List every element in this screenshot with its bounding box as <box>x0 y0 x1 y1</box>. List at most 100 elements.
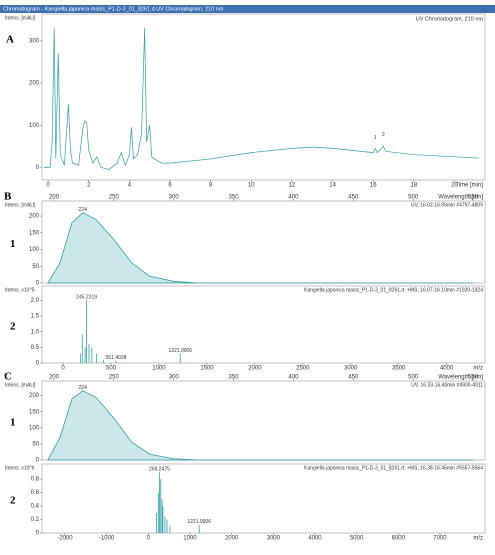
y-tick-label: 50 <box>32 264 39 270</box>
x-tick-label: 3000 <box>344 366 358 372</box>
x-tick-label: 200 <box>49 375 60 381</box>
y-tick-label: 0.4 <box>31 504 40 510</box>
y-tick-label: 150 <box>29 230 40 236</box>
x-tick-label: 4 <box>128 183 132 189</box>
peak-annotation: 1 <box>374 135 377 141</box>
y-tick-label: 0.8 <box>31 477 40 483</box>
x-tick-label: 200 <box>49 195 60 201</box>
legend: UV Chromatogram, 210 nm <box>416 16 484 22</box>
y-tick-label: 300 <box>29 38 40 44</box>
x-tick-label: 8 <box>209 183 213 189</box>
y-tick-label: 0 <box>36 281 40 287</box>
y-tick-label: 200 <box>29 81 40 87</box>
x-tick-label: 1000 <box>152 366 166 372</box>
plot-frame <box>41 463 486 534</box>
x-tick-label: 350 <box>229 375 240 381</box>
x-tick-label: 300 <box>169 375 180 381</box>
row-label: 1 <box>10 417 16 429</box>
x-tick-label: 18 <box>411 183 418 189</box>
y-tick-label: 2.0 <box>31 298 40 304</box>
x-tick-label: 2000 <box>225 536 239 542</box>
spectrum-header: UV, 16.02-16.06min #4797-4809 <box>411 202 483 208</box>
x-tick-label: 400 <box>288 195 299 201</box>
peak-label: 269.2475 <box>149 467 170 473</box>
panel-label: A <box>6 34 14 46</box>
x-tick-label: -1000 <box>99 536 115 542</box>
x-tick-label: 20 <box>451 183 458 189</box>
y-axis-label: Intens. [mAU] <box>5 15 36 21</box>
x-tick-label: 12 <box>289 183 296 189</box>
x-axis-label: Time [min] <box>455 183 483 189</box>
y-tick-label: 1.0 <box>31 329 40 335</box>
x-axis-label: m/z <box>473 536 483 542</box>
spectrum-header: UV, 16.33-16.40min #4900-4911 <box>411 382 483 388</box>
x-tick-label: 3500 <box>392 366 406 372</box>
x-tick-label: 6 <box>168 183 172 189</box>
y-tick-label: 150 <box>29 409 40 415</box>
peak-annotation: 2 <box>382 132 385 138</box>
x-tick-label: 400 <box>288 375 299 381</box>
x-tick-label: 550 <box>468 195 479 201</box>
x-tick-label: 7000 <box>433 536 447 542</box>
y-tick-label: 100 <box>29 247 40 253</box>
x-tick-label: 2000 <box>248 366 262 372</box>
spectrum-header: Kangiella japonica masis_P1-D-3_01_8261.… <box>304 287 483 293</box>
panel-label: C <box>4 371 12 383</box>
x-tick-label: 550 <box>468 375 479 381</box>
x-tick-label: 2500 <box>296 366 310 372</box>
x-tick-label: 500 <box>408 195 419 201</box>
peak-label: 245.2319 <box>76 295 97 301</box>
y-tick-label: 0.2 <box>31 517 40 523</box>
y-axis-label: Intens. [mAU] <box>5 202 36 208</box>
plot-frame <box>41 13 486 181</box>
peak-label: 224 <box>79 207 88 213</box>
x-axis-label: Wavelength [nm] <box>438 195 483 201</box>
y-tick-label: 1.5 <box>31 314 40 320</box>
y-tick-label: 0 <box>36 531 40 537</box>
row-label: 2 <box>10 321 16 333</box>
x-axis-label: m/z <box>473 366 483 372</box>
x-tick-label: 250 <box>109 375 120 381</box>
y-tick-label: 0 <box>36 165 40 171</box>
spectrum-area <box>47 212 474 284</box>
peak-label: 1221.9906 <box>168 348 192 354</box>
row-label: 1 <box>10 238 16 250</box>
spectrum-area <box>47 390 474 461</box>
y-axis-label: Intens. [mAU] <box>5 382 36 388</box>
window-title: Chromatogram - Kangiella japonica masis_… <box>3 6 224 12</box>
x-tick-label: 6000 <box>392 536 406 542</box>
x-tick-label: 250 <box>109 195 120 201</box>
y-tick-label: 200 <box>29 214 40 220</box>
x-tick-label: 500 <box>408 375 419 381</box>
y-tick-label: 100 <box>29 425 40 431</box>
peak-label: 551.4028 <box>106 355 127 361</box>
x-tick-label: 2 <box>87 183 91 189</box>
x-tick-label: 1000 <box>183 536 197 542</box>
peak-marker <box>82 212 84 214</box>
x-tick-label: 5000 <box>350 536 364 542</box>
x-tick-label: 1500 <box>200 366 214 372</box>
x-tick-label: 0 <box>147 536 151 542</box>
y-axis-label: Intens. x10^5 <box>5 287 35 293</box>
x-tick-label: 14 <box>329 183 336 189</box>
x-tick-label: 450 <box>348 375 359 381</box>
x-tick-label: 0 <box>46 183 50 189</box>
x-tick-label: 10 <box>248 183 255 189</box>
x-tick-label: 4000 <box>440 366 454 372</box>
x-tick-label: 450 <box>348 195 359 201</box>
window-title-bar <box>0 5 495 13</box>
y-tick-label: 0.5 <box>31 345 40 351</box>
panel-label: B <box>4 191 12 203</box>
peak-marker <box>82 390 84 392</box>
row-label: 2 <box>10 495 16 507</box>
x-tick-label: -2000 <box>57 536 73 542</box>
x-tick-label: 3000 <box>267 536 281 542</box>
x-tick-label: 350 <box>229 195 240 201</box>
y-tick-label: 50 <box>32 441 39 447</box>
y-tick-label: 200 <box>29 393 40 399</box>
chromatogram-trace <box>44 28 479 170</box>
x-axis-label: Wavelength [nm] <box>438 375 483 381</box>
peak-label: 224 <box>79 385 88 391</box>
y-tick-label: 0.6 <box>31 490 40 496</box>
